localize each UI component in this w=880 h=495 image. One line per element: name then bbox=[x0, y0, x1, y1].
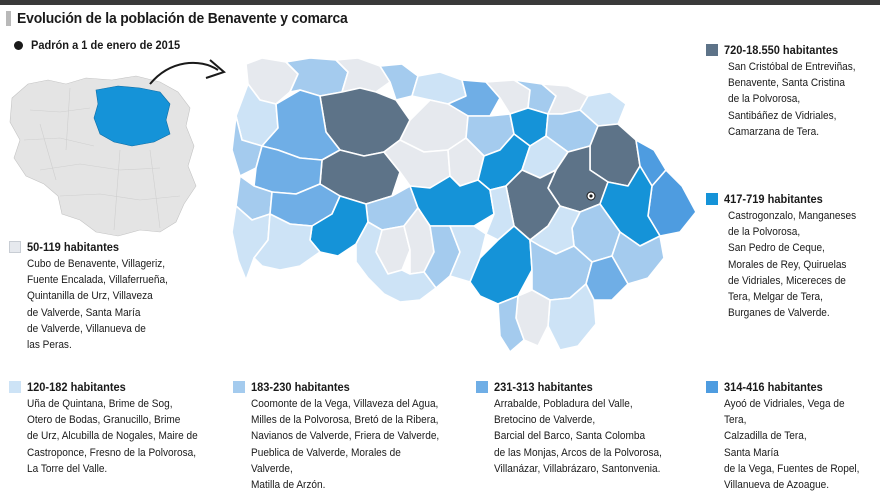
subtitle-block: Padrón a 1 de enero de 2015 bbox=[14, 38, 193, 52]
legend-range: 183-230 habitantes bbox=[251, 380, 350, 394]
legend-header: 314-416 habitantes bbox=[706, 378, 878, 396]
legend-swatch bbox=[706, 193, 718, 205]
page-subtitle: Padrón a 1 de enero de 2015 bbox=[31, 38, 181, 52]
legend-183: 183-230 habitantes Coomonte de la Vega, … bbox=[233, 378, 463, 493]
legend-towns: San Cristóbal de Entreviñas, Benavente, … bbox=[728, 61, 856, 138]
legend-range: 231-313 habitantes bbox=[494, 380, 593, 394]
bullet-dot-icon bbox=[14, 40, 23, 50]
legend-range: 314-416 habitantes bbox=[724, 380, 823, 394]
legend-towns: Castrogonzalo, Manganeses de la Polvoros… bbox=[728, 210, 857, 320]
municipality-region bbox=[469, 225, 533, 305]
legend-swatch bbox=[9, 381, 21, 393]
legend-swatch bbox=[706, 381, 718, 393]
legend-range: 720-18.550 habitantes bbox=[724, 43, 839, 57]
legend-swatch bbox=[706, 44, 718, 56]
comarca-map bbox=[231, 57, 697, 353]
legend-314: 314-416 habitantes Ayoó de Vidriales, Ve… bbox=[706, 378, 878, 493]
municipality-region bbox=[497, 295, 525, 353]
province-grid-lines bbox=[23, 87, 181, 231]
legend-towns: Coomonte de la Vega, Villaveza del Agua,… bbox=[251, 398, 440, 492]
top-bar bbox=[0, 0, 880, 5]
legend-swatch bbox=[233, 381, 245, 393]
legend-header: 183-230 habitantes bbox=[233, 378, 463, 396]
legend-towns: Arrabalde, Pobladura del Valle, Bretocin… bbox=[494, 398, 662, 475]
municipality-region bbox=[253, 213, 321, 271]
province-inset-map bbox=[9, 75, 197, 237]
benavente-marker-icon bbox=[586, 191, 596, 201]
legend-swatch bbox=[476, 381, 488, 393]
legend-swatch bbox=[9, 241, 21, 253]
legend-header: 417-719 habitantes bbox=[706, 190, 876, 208]
municipality-region bbox=[547, 283, 597, 351]
title-marker bbox=[6, 11, 11, 26]
legend-120: 120-182 habitantes Uña de Quintana, Brim… bbox=[9, 378, 234, 477]
pointer-arrow-icon bbox=[149, 61, 219, 85]
municipality-region bbox=[355, 221, 437, 303]
legend-range: 120-182 habitantes bbox=[27, 380, 126, 394]
legend-417: 417-719 habitantes Castrogonzalo, Mangan… bbox=[706, 190, 876, 321]
legend-50: 50-119 habitantes Cubo de Benavente, Vil… bbox=[9, 238, 209, 353]
legend-towns: Cubo de Benavente, Villageriz, Fuente En… bbox=[27, 258, 168, 352]
legend-towns: Uña de Quintana, Brime de Sog, Otero de … bbox=[27, 398, 198, 475]
legend-header: 231-313 habitantes bbox=[476, 378, 686, 396]
legend-header: 120-182 habitantes bbox=[9, 378, 234, 396]
legend-range: 417-719 habitantes bbox=[724, 192, 823, 206]
legend-towns: Ayoó de Vidriales, Vega de Tera, Calzadi… bbox=[724, 398, 860, 492]
legend-720: 720-18.550 habitantes San Cristóbal de E… bbox=[706, 41, 876, 140]
comarca-highlight bbox=[93, 85, 171, 147]
legend-range: 50-119 habitantes bbox=[27, 240, 120, 254]
page-title: Evolución de la población de Benavente y… bbox=[17, 10, 348, 27]
title-block: Evolución de la población de Benavente y… bbox=[6, 10, 373, 27]
legend-header: 50-119 habitantes bbox=[9, 238, 209, 256]
arrow-head-icon bbox=[205, 59, 226, 79]
legend-231: 231-313 habitantes Arrabalde, Pobladura … bbox=[476, 378, 686, 477]
legend-header: 720-18.550 habitantes bbox=[706, 41, 876, 59]
